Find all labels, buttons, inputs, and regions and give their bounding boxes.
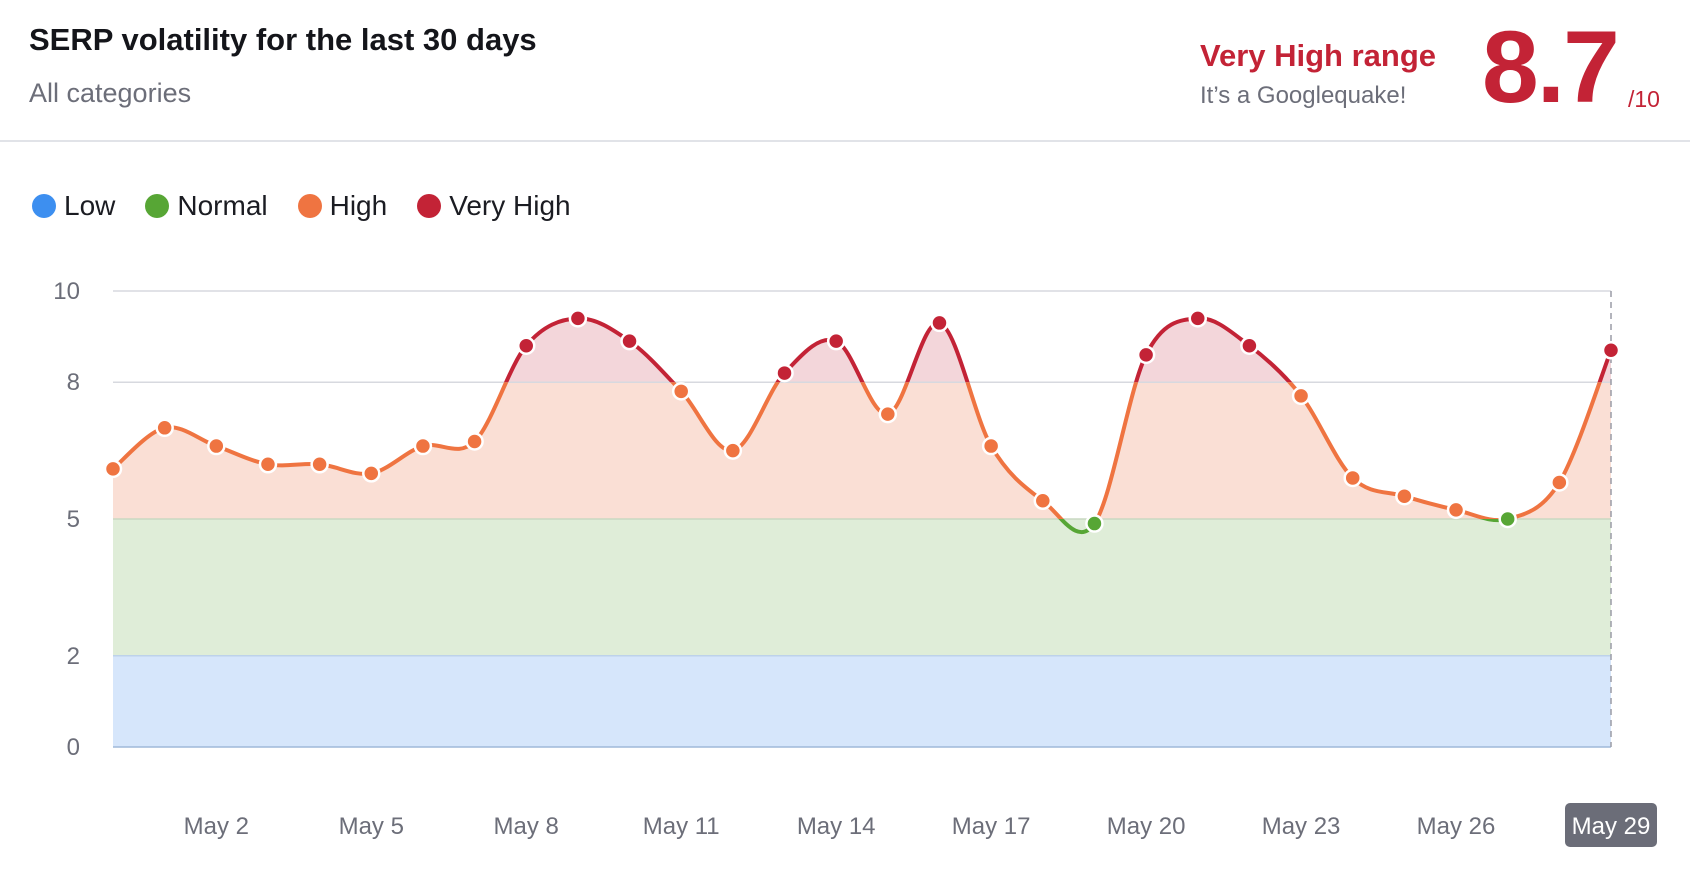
range-description: It’s a Googlequake! xyxy=(1200,82,1407,109)
legend-label-low: Low xyxy=(64,190,116,221)
x-tick-label: May 14 xyxy=(797,813,876,840)
band-high xyxy=(113,382,1611,519)
y-tick-label: 8 xyxy=(67,369,80,396)
data-point xyxy=(930,313,949,333)
page-title: SERP volatility for the last 30 days xyxy=(29,22,537,57)
data-point xyxy=(155,418,174,438)
data-point xyxy=(1343,468,1362,488)
data-point xyxy=(775,363,794,383)
data-point xyxy=(1085,514,1104,533)
data-point xyxy=(981,436,1001,456)
chart-legend: Low Normal High Very High xyxy=(32,190,571,222)
x-axis: May 2 May 5 May 8 May 11 May 14 May 17 May 20 M… xyxy=(184,803,1657,847)
data-point xyxy=(671,382,691,401)
y-tick-label: 2 xyxy=(67,643,80,670)
data-point xyxy=(1395,486,1414,506)
legend-dot-normal-icon xyxy=(145,194,170,218)
x-tick-label: May 23 xyxy=(1262,813,1341,840)
legend-dot-low-icon xyxy=(32,194,56,218)
data-point xyxy=(878,404,898,424)
data-point xyxy=(465,432,484,451)
x-tick-label: May 8 xyxy=(494,813,559,840)
data-points xyxy=(103,309,1621,533)
legend-item-high[interactable]: High xyxy=(297,190,388,222)
x-tick-label: May 29 xyxy=(1572,813,1651,840)
legend-dot-high-icon xyxy=(297,194,322,218)
data-point xyxy=(826,331,846,351)
legend-label-high: High xyxy=(329,190,388,221)
data-point xyxy=(1601,341,1621,360)
volatility-score-max: /10 xyxy=(1628,86,1660,112)
volatility-score: 8.7 xyxy=(1482,10,1620,124)
data-point xyxy=(1498,509,1517,529)
legend-label-very-high: Very High xyxy=(449,190,571,221)
data-point xyxy=(1446,500,1466,520)
x-tick-label: May 26 xyxy=(1417,813,1496,840)
band-normal xyxy=(113,519,1611,656)
x-tick-label: May 5 xyxy=(339,813,404,840)
data-point xyxy=(413,436,433,456)
legend-item-very-high[interactable]: Very High xyxy=(417,190,571,222)
data-point xyxy=(1291,386,1311,406)
data-point xyxy=(620,331,639,351)
data-point xyxy=(1188,309,1208,328)
x-tick-label: May 17 xyxy=(952,813,1031,840)
data-point xyxy=(1240,336,1259,355)
data-point xyxy=(1136,345,1156,365)
legend-label-normal: Normal xyxy=(177,190,268,221)
data-point xyxy=(516,336,536,355)
data-point xyxy=(1033,491,1053,511)
legend-item-normal[interactable]: Normal xyxy=(145,190,268,222)
range-label: Very High range xyxy=(1200,38,1437,73)
data-point xyxy=(1550,473,1569,492)
x-tick-highlight xyxy=(1565,803,1657,847)
data-point xyxy=(103,459,123,479)
band-low xyxy=(113,655,1611,747)
data-point xyxy=(258,455,278,474)
data-point xyxy=(310,455,329,474)
data-point xyxy=(207,436,226,456)
data-point xyxy=(362,464,381,483)
data-point xyxy=(723,441,743,460)
x-tick-label: May 20 xyxy=(1107,813,1186,840)
x-tick-label: May 2 xyxy=(184,813,249,840)
category-subtitle: All categories xyxy=(29,78,192,108)
y-axis: 0 2 5 8 10 xyxy=(53,278,80,761)
x-tick-label: May 11 xyxy=(643,813,720,840)
y-tick-label: 5 xyxy=(67,506,80,533)
data-point xyxy=(568,309,588,328)
volatility-bands xyxy=(113,318,1611,747)
legend-dot-very-high-icon xyxy=(417,194,442,218)
legend-item-low[interactable]: Low xyxy=(32,190,115,222)
y-tick-label: 0 xyxy=(67,734,80,761)
widget-header: SERP volatility for the last 30 days All… xyxy=(0,0,1690,142)
band-very-high xyxy=(113,318,1611,383)
y-tick-label: 10 xyxy=(53,278,80,305)
